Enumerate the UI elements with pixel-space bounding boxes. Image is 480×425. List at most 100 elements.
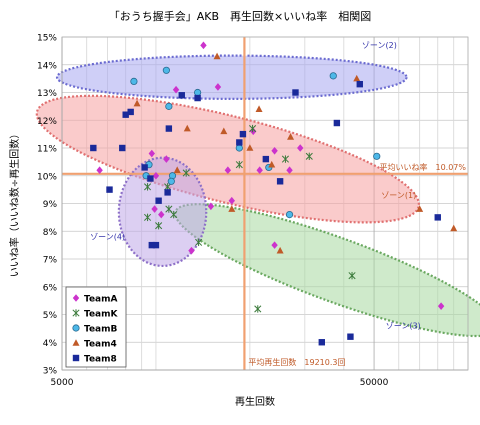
data-point-teama [256,166,263,174]
data-point-team8 [434,214,441,221]
data-point-team4 [220,127,228,135]
data-point-teama [96,166,103,174]
y-axis-label: いいね率（いいね数÷再生回数） [8,129,21,277]
legend-label-teamb: TeamB [84,325,117,335]
data-point-team4 [353,74,361,82]
y-tick-label: 8% [43,228,58,238]
data-point-teamk [182,169,190,177]
data-point-teama [228,196,235,205]
legend-marker-teamk [72,309,80,317]
avg-like-rate-label: 平均いいね率 10.07% [379,162,466,172]
data-point-teamb [167,177,175,185]
y-tick-label: 6% [43,283,58,293]
legend-label-teama: TeamA [84,295,117,305]
data-point-teamk [235,160,243,169]
data-point-team4 [213,52,221,60]
avg-views-label: 平均再生回数 19210.3回 [248,357,345,367]
data-point-teama [271,146,278,155]
data-point-teamk [165,205,173,213]
legend-marker-teama [72,294,80,302]
data-point-team8 [292,89,299,96]
x-axis-label: 再生回数 [235,395,275,408]
zone-ellipse [174,203,480,338]
data-point-team8 [127,108,134,116]
y-tick-label: 9% [43,200,58,210]
data-point-team8 [333,119,341,127]
data-point-team8 [141,164,148,171]
data-point-teamk [249,124,257,133]
zone-ellipse [117,156,208,268]
data-point-teama [163,155,170,163]
data-point-teamk [281,155,289,163]
legend-marker-team4 [72,339,80,346]
data-point-team8 [236,139,243,146]
data-point-team8 [356,80,363,88]
data-point-teamk [155,222,163,230]
data-point-team8 [165,125,173,132]
plot-border [61,36,469,371]
data-point-team8 [155,197,162,204]
data-point-teamk [254,305,262,313]
data-point-team8 [194,94,201,102]
data-point-teama [437,302,445,310]
x-tick-label: 50000 [360,378,389,388]
data-point-team8 [148,241,156,249]
data-point-team4 [276,246,284,254]
y-tick-label: 15% [37,34,57,44]
zone-label: ゾーン(3) [386,321,421,330]
data-point-teamk [348,271,356,280]
zone-ellipse [35,94,420,224]
y-tick-label: 5% [43,311,58,321]
data-point-team8 [106,186,113,193]
data-point-team8 [318,339,325,346]
data-point-teama [286,166,293,174]
data-point-team8 [262,155,270,163]
legend-label-team4: Team4 [84,340,117,350]
data-point-teamk [144,183,152,191]
data-point-teama [214,83,222,91]
data-point-teama [297,144,304,152]
legend-label-teamk: TeamK [84,310,118,320]
data-point-teamk [144,213,152,222]
data-point-team8 [90,144,97,152]
data-point-team8 [147,175,154,182]
data-point-team8 [239,130,247,138]
data-point-teamb [285,211,294,219]
data-point-teamb [194,88,202,97]
data-point-team4 [450,224,458,232]
data-point-team8 [119,144,126,152]
y-tick-label: 14% [37,61,57,71]
legend-marker-teamb [72,324,80,332]
data-point-teama [224,166,232,174]
legend-marker-team8 [72,354,80,362]
data-point-teamb [373,152,381,160]
zone-label: ゾーン(1) [381,191,416,200]
chart-title: 「おうち握手会」AKB 再生回数×いいね率 相関図 [109,9,372,23]
data-point-teamb [162,66,170,74]
y-tick-label: 13% [37,89,57,99]
data-point-teamb [165,102,173,110]
zone-ellipse [55,54,408,100]
data-point-teamk [305,152,313,161]
y-tick-label: 11% [37,145,57,155]
data-point-teama [200,41,207,50]
data-point-team4 [133,99,141,107]
data-point-team8 [178,92,185,99]
data-point-team4 [287,133,295,140]
data-point-teamk [170,210,178,219]
data-point-teamk [195,238,203,247]
y-tick-label: 12% [37,117,57,127]
data-point-teama [158,210,165,219]
data-point-team8 [164,189,171,196]
data-point-teama [172,85,180,94]
data-point-teama [188,246,195,255]
data-point-team4 [246,144,254,151]
y-tick-label: 4% [43,339,58,349]
y-tick-label: 7% [43,256,58,266]
data-point-team4 [228,205,236,212]
y-tick-label: 3% [43,367,58,377]
data-point-teamb [235,144,243,152]
data-point-teama [148,149,156,158]
